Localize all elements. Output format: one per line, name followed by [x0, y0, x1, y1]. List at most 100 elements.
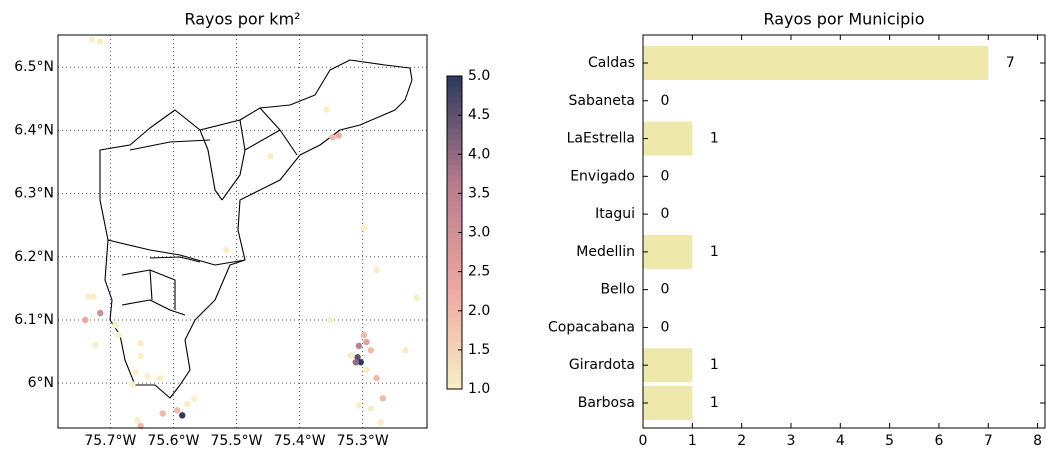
colorbar-step: [447, 232, 462, 239]
lightning-point: [90, 293, 97, 300]
x-tick-label: 75.3°W: [337, 433, 389, 449]
lightning-point: [357, 359, 364, 366]
y-tick-label: Envigado: [570, 168, 635, 184]
lightning-point: [97, 38, 104, 45]
colorbar-tick-label: 1.0: [468, 381, 490, 397]
lightning-point: [81, 316, 89, 324]
colorbar-step: [447, 357, 462, 364]
y-tick-label: Itagui: [595, 206, 635, 222]
colorbar-step: [447, 201, 462, 208]
lightning-point: [402, 347, 409, 354]
lightning-point: [335, 132, 342, 139]
colorbar-step: [447, 248, 462, 254]
colorbar-step: [447, 164, 462, 171]
colorbar-step: [447, 81, 462, 88]
colorbar-step: [447, 112, 462, 119]
colorbar-step: [447, 300, 462, 307]
colorbar-step: [447, 222, 462, 228]
colorbar-step: [447, 321, 462, 327]
x-tick-label: 0: [639, 433, 648, 449]
lightning-point: [85, 293, 92, 300]
value-label: 1: [710, 357, 719, 373]
colorbar-step: [447, 315, 462, 322]
lightning-point: [373, 266, 380, 274]
colorbar-step: [447, 117, 462, 124]
lightning-point: [367, 405, 375, 412]
colorbar-step: [447, 305, 462, 312]
lightning-point: [88, 36, 96, 43]
y-tick-label: 6.1°N: [14, 312, 54, 328]
lightning-point: [267, 153, 274, 160]
colorbar-step: [447, 263, 462, 270]
colorbar-tick-label: 3.0: [468, 225, 490, 241]
colorbar-step: [447, 227, 462, 234]
colorbar-step: [447, 169, 462, 176]
colorbar-step: [447, 180, 462, 187]
colorbar-step: [447, 237, 462, 244]
colorbar-step: [447, 96, 462, 103]
colorbar-step: [447, 373, 462, 380]
lightning-point: [373, 374, 380, 382]
value-label: 0: [661, 168, 670, 184]
colorbar-tick-label: 3.5: [468, 185, 490, 201]
value-label: 7: [1006, 55, 1015, 71]
colorbar-tick-label: 1.5: [468, 342, 490, 358]
colorbar-step: [447, 107, 462, 114]
lightning-point: [159, 410, 166, 417]
colorbar-step: [447, 206, 462, 213]
bar: [643, 348, 693, 383]
y-tick-label: Caldas: [588, 55, 635, 71]
value-label: 1: [710, 131, 719, 147]
lightning-point: [191, 395, 198, 403]
colorbar-step: [447, 154, 462, 161]
colorbar-step: [447, 149, 462, 155]
lightning-point: [355, 342, 363, 350]
map-frame: [57, 34, 428, 429]
colorbar-tick-label: 4.0: [468, 146, 490, 162]
colorbar-step: [447, 310, 462, 317]
colorbar-step: [447, 133, 462, 140]
y-tick-label: Girardota: [569, 357, 635, 373]
municipal-boundaries: [99, 59, 413, 399]
x-tick-label: 2: [737, 433, 746, 449]
bar-frame: [642, 34, 1046, 429]
colorbar-step: [447, 159, 462, 166]
colorbar-step: [447, 378, 462, 385]
colorbar-step: [447, 211, 462, 218]
lightning-point: [137, 352, 144, 360]
colorbar-step: [447, 195, 462, 202]
chart-title: Rayos por km²: [184, 10, 300, 29]
colorbar-step: [447, 274, 462, 281]
lightning-point: [134, 417, 141, 424]
colorbar-step: [447, 269, 462, 275]
lightning-point: [144, 372, 151, 380]
x-tick-label: 4: [836, 433, 845, 449]
lightning-point: [184, 400, 191, 408]
lightning-point: [360, 331, 368, 339]
colorbar-step: [447, 216, 462, 223]
colorbar-step: [447, 352, 462, 359]
bar: [643, 234, 693, 269]
y-tick-label: 6.4°N: [14, 122, 54, 138]
colorbar-step: [447, 331, 462, 338]
lightning-point: [179, 412, 186, 419]
value-label: 1: [710, 395, 719, 411]
colorbar-step: [447, 289, 462, 296]
colorbar-step: [447, 128, 462, 134]
lightning-point: [367, 347, 375, 354]
x-tick-label: 5: [885, 433, 894, 449]
bar: [643, 121, 693, 156]
lightning-point: [363, 366, 370, 374]
colorbar-step: [447, 284, 462, 291]
x-tick-label: 75.4°W: [274, 433, 326, 449]
x-tick-label: 75.7°W: [84, 433, 136, 449]
x-tick-label: 3: [787, 433, 796, 449]
lightning-point: [92, 342, 99, 349]
lightning-point: [379, 395, 387, 402]
colorbar-tick-label: 4.5: [468, 107, 490, 123]
colorbar-step: [447, 143, 462, 150]
value-label: 1: [710, 244, 719, 260]
colorbar-step: [447, 342, 462, 348]
